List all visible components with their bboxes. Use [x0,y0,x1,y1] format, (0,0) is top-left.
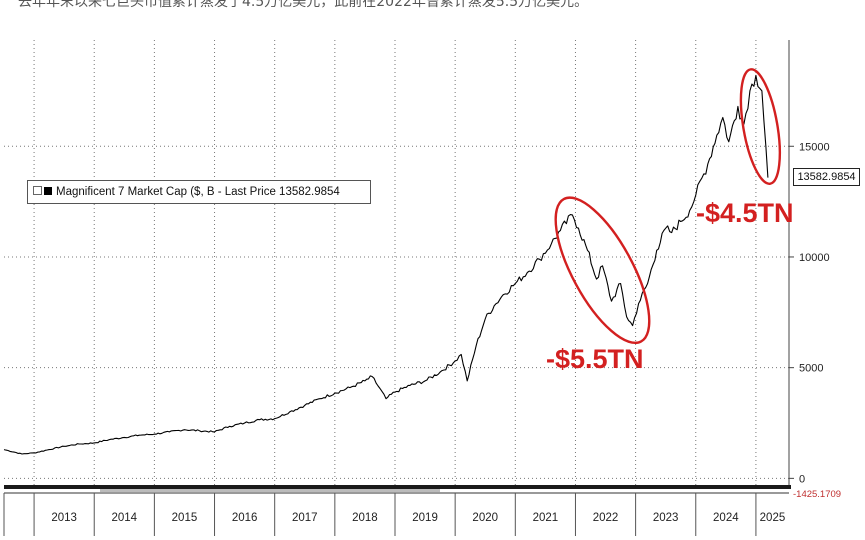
x-tick-label: 2022 [593,512,619,524]
x-tick-label: 2025 [760,512,786,524]
x-tick-label: 2015 [172,512,198,524]
legend[interactable]: Magnificent 7 Market Cap ($, B - Last Pr… [27,180,371,204]
article-caption: 去年年末以来七巨头市值累计蒸发了4.5万亿美元，此前在2022年曾累计蒸发5.5… [18,0,589,9]
x-tick-label: 2016 [232,512,258,524]
x-tick-label: 2013 [51,512,77,524]
legend-label: Magnificent 7 Market Cap ($, B - Last Pr… [56,186,340,198]
annotation-2022-decline: -$5.5TN [546,344,644,374]
x-tick-label: 2018 [352,512,378,524]
bottom-strip: -1425.1709 [4,485,841,500]
decline-ellipse [739,68,782,185]
bottom-value-label: -1425.1709 [793,489,841,500]
decline-ellipse [554,196,651,345]
x-tick-label: 2014 [112,512,138,524]
y-tick-label: 0 [799,473,805,485]
x-tick-label: 2019 [412,512,438,524]
legend-swatch-icon [44,186,52,195]
x-tick-label: 2021 [533,512,559,524]
y-tick-label: 10000 [799,252,830,264]
scroll-indicator [100,489,440,492]
y-tick-label: 5000 [799,363,823,375]
x-axis: 2013 2014 2015 2016 2017 2018 2019 2020 2021 2022… [3,493,786,536]
y-axis: 0 5000 10000 15000 [788,40,830,485]
y-tick-label: 15000 [799,141,830,153]
x-tick-label: 2020 [472,512,498,524]
x-tick-label: 2023 [653,512,679,524]
decline-highlights [554,68,782,345]
gridlines [4,40,789,485]
x-tick-label: 2017 [292,512,318,524]
bottom-band [4,485,791,489]
x-tick-label: 2024 [713,512,739,524]
legend-toggle-icon[interactable] [33,186,42,196]
annotation-2025-decline: -$4.5TN [696,198,794,228]
series-line-magnificent-7 [3,74,769,455]
last-price-label: 13582.9854 [793,168,860,186]
